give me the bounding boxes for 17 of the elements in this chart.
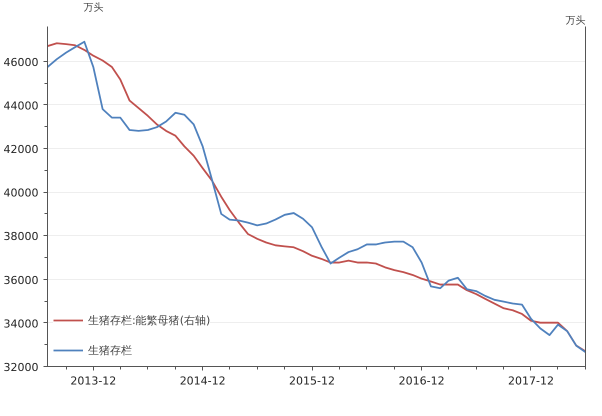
legend-label: 生猪存栏 [88, 342, 132, 358]
y-tick-label: 32000 [4, 361, 39, 374]
x-tick-label: 2014-12 [180, 374, 226, 388]
x-tick-label: 2015-12 [289, 374, 335, 388]
y-axis-title: 万头 [84, 2, 104, 14]
y-tick-label: 38000 [4, 230, 39, 244]
y-tick-label: 34000 [4, 317, 39, 330]
y-tick-label: 46000 [4, 56, 39, 69]
y-tick-label: 36000 [4, 274, 39, 287]
legend-label: 生猪存栏:能繁母猪(右轴) [88, 312, 210, 328]
y-tick-label: 42000 [4, 143, 39, 156]
x-tick-label: 2013-12 [70, 374, 116, 388]
y-tick-label: 44000 [4, 99, 39, 112]
x-tick-label: 2017-12 [508, 374, 554, 388]
y-tick-label: 40000 [4, 186, 39, 200]
x-tick-label: 2016-12 [398, 374, 445, 388]
y2-axis-title: 万头 [566, 14, 586, 26]
